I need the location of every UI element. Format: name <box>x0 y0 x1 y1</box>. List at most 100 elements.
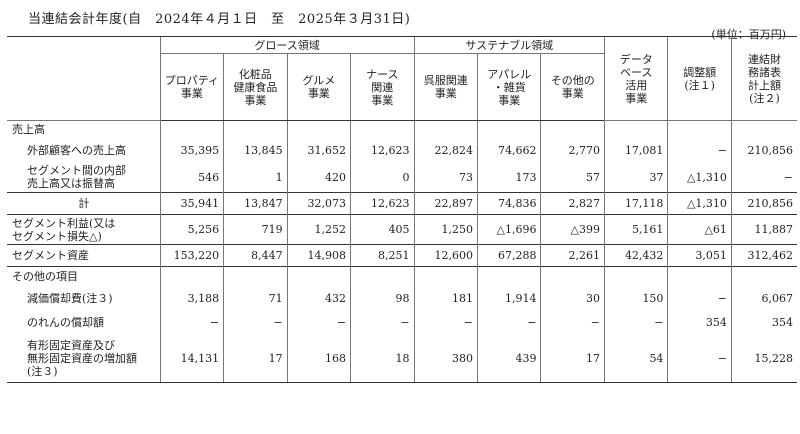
table-cell: 153,220 <box>159 244 224 267</box>
table-cell <box>413 120 478 139</box>
table-cell: 546 <box>159 162 224 193</box>
row-label: セグメント間の内部 売上高又は振替高 <box>7 163 160 193</box>
table-cell: 3,051 <box>667 244 732 267</box>
column-header-line: 事業 <box>180 87 203 100</box>
column-header-line: 関連 <box>371 80 394 94</box>
row-label-line: 売上高 <box>12 123 45 137</box>
table-cell: 22,824 <box>413 138 478 163</box>
segment-table: グロース領域 サステナブル領域 データ ベース 活用 事業 調整額 (注１) 連結財 務諸… <box>7 36 797 383</box>
table-cell: − <box>540 310 605 335</box>
table-cell: 74,836 <box>476 192 541 215</box>
column-header: プロパティ 事業 <box>159 53 224 121</box>
table-row: セグメント利益(又は セグメント損失△) 5,256 719 1,252 405 1,250… <box>7 214 797 245</box>
table-cell: △1,696 <box>476 214 541 245</box>
column-header-line: (注１) <box>684 78 715 92</box>
table-cell <box>350 120 415 139</box>
column-header-line: 調整額 <box>683 65 717 79</box>
column-header-line: ベース <box>619 65 653 79</box>
row-label-line: セグメント損失△) <box>12 229 102 243</box>
table-row: 外部顧客への売上高 35,395 13,845 31,652 12,623 22,824 7… <box>7 138 797 163</box>
column-header: 調整額 (注１) <box>667 36 732 121</box>
table-row: セグメント資産 153,220 8,447 14,908 8,251 12,600 67,2… <box>7 244 797 267</box>
page-title: 当連結会計年度(自 2024年４月１日 至 2025年３月31日) <box>28 12 411 27</box>
row-label-line: のれんの償却額 <box>27 316 104 329</box>
table-cell: 0 <box>350 162 415 193</box>
table-cell: − <box>476 310 541 335</box>
column-header-line: 計上額 <box>747 78 781 92</box>
table-cell <box>223 120 288 139</box>
table-cell: − <box>286 310 351 335</box>
table-cell: 31,652 <box>286 138 351 163</box>
table-cell: 37 <box>603 162 668 193</box>
column-header-line: 事業 <box>498 93 521 107</box>
table-cell: 13,845 <box>223 138 288 163</box>
table-cell <box>667 266 732 287</box>
table-cell: 8,447 <box>223 244 288 267</box>
column-header-line: (注２) <box>749 91 780 105</box>
row-label-line: その他の項目 <box>12 270 78 284</box>
table-cell: 173 <box>476 162 541 193</box>
table-cell <box>667 120 732 139</box>
table-cell: 380 <box>413 334 478 383</box>
table-cell: − <box>667 138 732 163</box>
table-cell: 3,188 <box>159 286 224 311</box>
row-label-line: 計 <box>78 197 90 210</box>
column-header-line: アパレル <box>487 67 532 81</box>
table-cell: △1,310 <box>667 192 732 215</box>
table-cell: 8,251 <box>350 244 415 267</box>
row-label-line: (注３) <box>27 364 58 378</box>
table-cell: 719 <box>223 214 288 245</box>
column-header-line: 事業 <box>434 87 457 100</box>
table-cell: 439 <box>476 334 541 383</box>
column-header-line: 活用 <box>625 78 648 92</box>
column-header-line: 事業 <box>244 93 267 107</box>
table-row: 減価償却費(注３) 3,188 71 432 98 181 1,914 30 150−6,067 <box>7 286 797 311</box>
table-cell: 22,897 <box>413 192 478 215</box>
row-label: セグメント利益(又は セグメント損失△) <box>7 214 161 245</box>
row-label: その他の項目 <box>7 266 161 287</box>
table-cell: 5,161 <box>603 214 668 245</box>
table-cell: 181 <box>413 286 478 311</box>
table-row: 計 35,941 13,847 32,073 12,623 22,897 74,836 2,8… <box>7 192 797 215</box>
table-cell: 210,856 <box>730 138 797 163</box>
row-label: 有形固定資産及び 無形固定資産の増加額 (注３) <box>7 334 161 383</box>
table-cell <box>730 266 797 287</box>
table-cell: 17 <box>223 334 288 383</box>
column-header: ナース 関連 事業 <box>350 53 415 121</box>
table-cell: − <box>413 310 478 335</box>
group-header-sustainable: サステナブル領域 <box>413 36 605 54</box>
table-cell: 1,252 <box>286 214 351 245</box>
table-cell: 98 <box>350 286 415 311</box>
table-cell: 1 <box>223 162 288 193</box>
table-cell: 14,908 <box>286 244 351 267</box>
row-label-line: セグメント資産 <box>12 249 89 262</box>
table-cell: △61 <box>667 214 732 245</box>
table-row: 有形固定資産及び 無形固定資産の増加額 (注３) 14,131 17 168 18 380 43… <box>7 334 797 383</box>
table-cell: 74,662 <box>476 138 541 163</box>
table-row: その他の項目 <box>7 266 797 287</box>
table-cell: − <box>667 286 732 311</box>
table-cell: − <box>223 310 288 335</box>
table-cell <box>603 266 668 287</box>
group-header-growth: グロース領域 <box>159 36 415 54</box>
table-cell <box>603 120 668 139</box>
table-cell: 2,827 <box>540 192 605 215</box>
column-header-line: グルメ <box>302 74 336 87</box>
table-cell <box>540 120 605 139</box>
row-label: 外部顧客への売上高 <box>7 139 160 163</box>
table-cell: 12,623 <box>350 138 415 163</box>
column-header-line: 事業 <box>561 87 584 100</box>
table-cell: − <box>667 334 732 383</box>
row-label-line: セグメント利益(又は <box>12 216 116 230</box>
table-row: のれんの償却額 − − − − − − − −354 354 <box>7 310 797 335</box>
table-cell <box>286 266 351 287</box>
header-blank <box>7 36 161 121</box>
table-cell: 71 <box>223 286 288 311</box>
table-cell: 32,073 <box>286 192 351 215</box>
column-header: 呉服関連 事業 <box>413 53 478 121</box>
table-cell: 14,131 <box>159 334 224 383</box>
row-label-line: セグメント間の内部 <box>27 164 126 178</box>
column-header: その他の 事業 <box>540 53 605 121</box>
table-cell: 73 <box>413 162 478 193</box>
column-header: データ ベース 活用 事業 <box>603 36 668 121</box>
